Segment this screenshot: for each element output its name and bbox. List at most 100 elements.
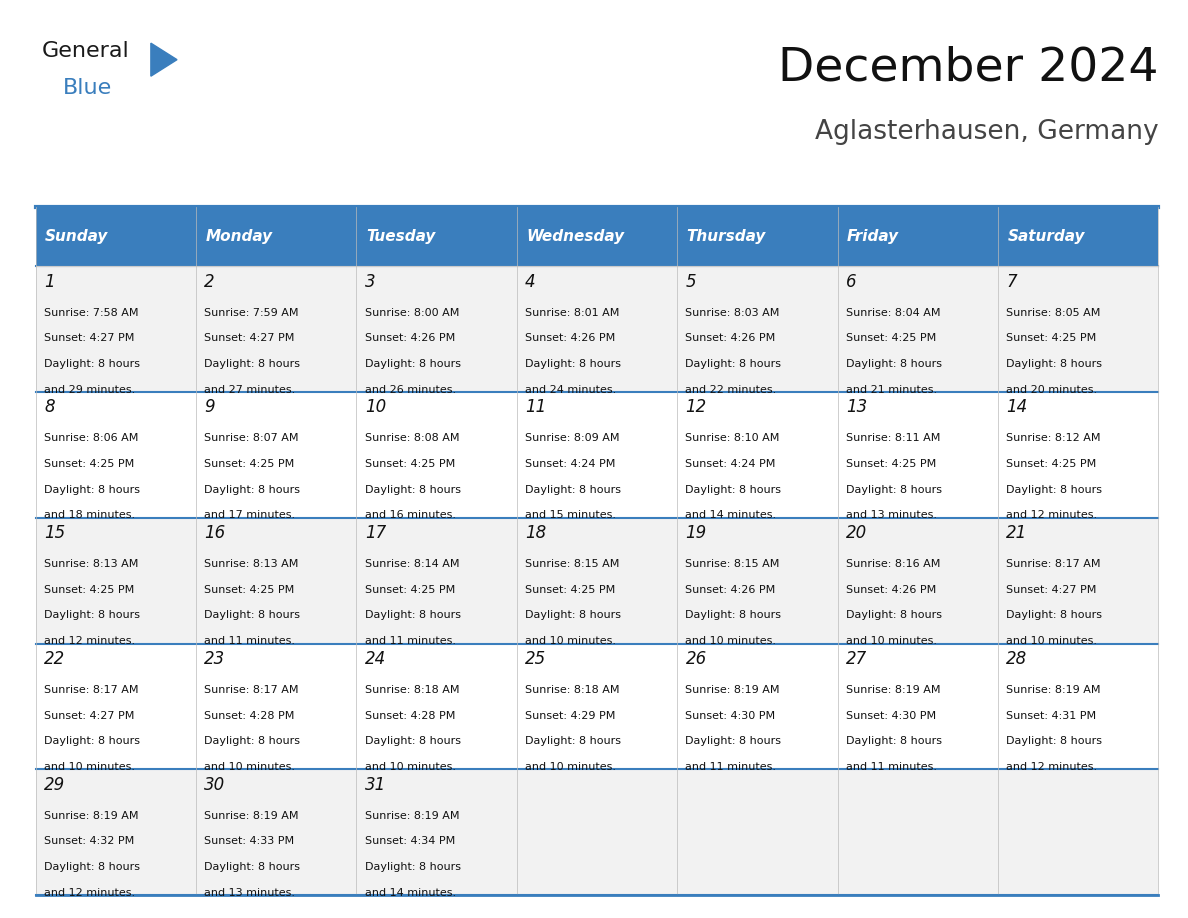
Text: Aglasterhausen, Germany: Aglasterhausen, Germany <box>815 119 1158 145</box>
Text: Sunrise: 8:12 AM: Sunrise: 8:12 AM <box>1006 433 1101 443</box>
Text: Sunrise: 8:19 AM: Sunrise: 8:19 AM <box>846 685 941 695</box>
Text: Friday: Friday <box>847 229 899 244</box>
Text: and 11 minutes.: and 11 minutes. <box>846 762 937 772</box>
Text: 27: 27 <box>846 650 867 668</box>
Text: 24: 24 <box>365 650 386 668</box>
Text: Sunrise: 8:17 AM: Sunrise: 8:17 AM <box>204 685 299 695</box>
Text: Tuesday: Tuesday <box>366 229 435 244</box>
Text: Daylight: 8 hours: Daylight: 8 hours <box>846 359 942 369</box>
Bar <box>677 266 838 392</box>
Text: Sunrise: 7:59 AM: Sunrise: 7:59 AM <box>204 308 299 318</box>
Text: 26: 26 <box>685 650 707 668</box>
Text: Sunrise: 8:07 AM: Sunrise: 8:07 AM <box>204 433 299 443</box>
Bar <box>838 392 998 518</box>
Text: Sunset: 4:30 PM: Sunset: 4:30 PM <box>685 711 776 721</box>
Text: Sunset: 4:27 PM: Sunset: 4:27 PM <box>44 711 134 721</box>
Text: and 10 minutes.: and 10 minutes. <box>204 762 296 772</box>
Text: and 21 minutes.: and 21 minutes. <box>846 385 937 395</box>
Bar <box>838 769 998 895</box>
Text: and 20 minutes.: and 20 minutes. <box>1006 385 1098 395</box>
Text: Daylight: 8 hours: Daylight: 8 hours <box>685 736 782 746</box>
Text: Daylight: 8 hours: Daylight: 8 hours <box>525 485 621 495</box>
Text: Sunset: 4:26 PM: Sunset: 4:26 PM <box>846 585 936 595</box>
Text: Sunset: 4:25 PM: Sunset: 4:25 PM <box>1006 333 1097 343</box>
Text: Sunrise: 8:18 AM: Sunrise: 8:18 AM <box>525 685 620 695</box>
Text: and 10 minutes.: and 10 minutes. <box>525 636 617 646</box>
Text: and 12 minutes.: and 12 minutes. <box>44 888 135 898</box>
Text: 3: 3 <box>365 273 375 291</box>
Text: and 11 minutes.: and 11 minutes. <box>204 636 296 646</box>
Text: Daylight: 8 hours: Daylight: 8 hours <box>685 359 782 369</box>
Text: Sunrise: 8:09 AM: Sunrise: 8:09 AM <box>525 433 620 443</box>
Text: and 16 minutes.: and 16 minutes. <box>365 510 456 521</box>
Text: and 14 minutes.: and 14 minutes. <box>365 888 456 898</box>
Text: Sunset: 4:27 PM: Sunset: 4:27 PM <box>1006 585 1097 595</box>
Bar <box>36 644 196 769</box>
Text: Sunset: 4:25 PM: Sunset: 4:25 PM <box>44 585 134 595</box>
Text: 6: 6 <box>846 273 857 291</box>
Text: Sunset: 4:25 PM: Sunset: 4:25 PM <box>846 333 936 343</box>
Text: 31: 31 <box>365 776 386 794</box>
Text: and 10 minutes.: and 10 minutes. <box>525 762 617 772</box>
Text: Daylight: 8 hours: Daylight: 8 hours <box>525 736 621 746</box>
Text: Sunrise: 8:05 AM: Sunrise: 8:05 AM <box>1006 308 1100 318</box>
Bar <box>517 207 677 266</box>
Text: and 13 minutes.: and 13 minutes. <box>846 510 937 521</box>
Text: Sunset: 4:30 PM: Sunset: 4:30 PM <box>846 711 936 721</box>
Text: and 22 minutes.: and 22 minutes. <box>685 385 777 395</box>
Text: Daylight: 8 hours: Daylight: 8 hours <box>1006 359 1102 369</box>
Text: 17: 17 <box>365 524 386 543</box>
Text: Thursday: Thursday <box>687 229 766 244</box>
Text: Sunset: 4:34 PM: Sunset: 4:34 PM <box>365 836 455 846</box>
Text: Sunrise: 8:06 AM: Sunrise: 8:06 AM <box>44 433 138 443</box>
Text: Sunrise: 8:11 AM: Sunrise: 8:11 AM <box>846 433 940 443</box>
Text: Sunday: Sunday <box>45 229 108 244</box>
Text: 25: 25 <box>525 650 546 668</box>
Text: Daylight: 8 hours: Daylight: 8 hours <box>525 359 621 369</box>
Text: Daylight: 8 hours: Daylight: 8 hours <box>846 736 942 746</box>
Text: and 12 minutes.: and 12 minutes. <box>1006 510 1098 521</box>
Bar <box>517 644 677 769</box>
Text: Daylight: 8 hours: Daylight: 8 hours <box>204 862 301 872</box>
Text: and 18 minutes.: and 18 minutes. <box>44 510 135 521</box>
Text: Sunset: 4:25 PM: Sunset: 4:25 PM <box>525 585 615 595</box>
Text: Sunrise: 8:13 AM: Sunrise: 8:13 AM <box>204 559 298 569</box>
Text: Daylight: 8 hours: Daylight: 8 hours <box>44 359 140 369</box>
Bar <box>356 266 517 392</box>
Text: Daylight: 8 hours: Daylight: 8 hours <box>525 610 621 621</box>
Text: Sunrise: 8:15 AM: Sunrise: 8:15 AM <box>685 559 779 569</box>
Bar <box>677 769 838 895</box>
Bar <box>998 769 1158 895</box>
Text: Sunset: 4:26 PM: Sunset: 4:26 PM <box>365 333 455 343</box>
Text: 8: 8 <box>44 398 55 417</box>
Text: December 2024: December 2024 <box>778 46 1158 91</box>
Text: Sunset: 4:24 PM: Sunset: 4:24 PM <box>685 459 776 469</box>
Text: and 27 minutes.: and 27 minutes. <box>204 385 296 395</box>
Text: 16: 16 <box>204 524 226 543</box>
Text: Sunset: 4:25 PM: Sunset: 4:25 PM <box>846 459 936 469</box>
Text: Sunrise: 8:17 AM: Sunrise: 8:17 AM <box>1006 559 1101 569</box>
Text: Sunrise: 8:15 AM: Sunrise: 8:15 AM <box>525 559 619 569</box>
Text: 20: 20 <box>846 524 867 543</box>
Text: Sunset: 4:25 PM: Sunset: 4:25 PM <box>44 459 134 469</box>
Text: and 11 minutes.: and 11 minutes. <box>365 636 456 646</box>
Bar <box>356 644 517 769</box>
Text: Daylight: 8 hours: Daylight: 8 hours <box>365 485 461 495</box>
Bar <box>356 392 517 518</box>
Bar <box>196 392 356 518</box>
Bar <box>36 769 196 895</box>
Bar <box>196 207 356 266</box>
Text: Sunrise: 8:14 AM: Sunrise: 8:14 AM <box>365 559 460 569</box>
Text: and 12 minutes.: and 12 minutes. <box>44 636 135 646</box>
Text: Sunset: 4:25 PM: Sunset: 4:25 PM <box>365 459 455 469</box>
Text: Sunrise: 8:18 AM: Sunrise: 8:18 AM <box>365 685 460 695</box>
Text: 12: 12 <box>685 398 707 417</box>
Text: and 10 minutes.: and 10 minutes. <box>365 762 456 772</box>
Text: Daylight: 8 hours: Daylight: 8 hours <box>365 610 461 621</box>
Text: Sunrise: 8:19 AM: Sunrise: 8:19 AM <box>204 811 299 821</box>
Text: Wednesday: Wednesday <box>526 229 625 244</box>
Text: Daylight: 8 hours: Daylight: 8 hours <box>846 610 942 621</box>
Text: Sunset: 4:26 PM: Sunset: 4:26 PM <box>685 333 776 343</box>
Text: Daylight: 8 hours: Daylight: 8 hours <box>685 610 782 621</box>
Text: Daylight: 8 hours: Daylight: 8 hours <box>365 359 461 369</box>
